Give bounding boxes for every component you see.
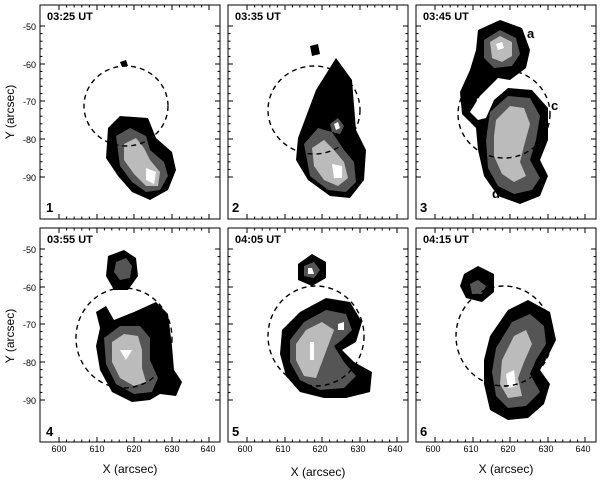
x-tick-labels-col3: 600 610 620 630 640	[425, 444, 590, 454]
x-tick-label: 630	[350, 444, 365, 454]
panel-6-time: 04:15 UT	[423, 234, 469, 246]
panel-3-number: 3	[420, 200, 427, 215]
annotation-a: a	[527, 26, 535, 41]
y-tick-label: -70	[23, 320, 36, 330]
panel-5-time: 04:05 UT	[235, 234, 281, 246]
y-tick-label: -90	[23, 173, 36, 183]
y-tick-label: -50	[23, 22, 36, 32]
y-tick-labels-bottom: -50 -60 -70 -80 -90	[23, 245, 36, 406]
x-tick-label: 610	[275, 444, 290, 454]
x-tick-label: 610	[463, 444, 478, 454]
annotation-b: b	[476, 96, 484, 111]
y-tick-label: -80	[23, 135, 36, 145]
panel-6-number: 6	[420, 424, 427, 439]
annotation-d: d	[492, 186, 500, 201]
panel-3-time: 03:45 UT	[423, 11, 469, 23]
panel-1: 03:25 UT 1	[39, 4, 221, 220]
x-tick-label: 640	[575, 444, 590, 454]
panel-2-time: 03:35 UT	[235, 11, 281, 23]
x-tick-label: 600	[237, 444, 252, 454]
y-axis-label: Y (arcsec)	[3, 309, 17, 363]
panel-5: 04:05 UT 5	[227, 227, 409, 443]
tick-marks	[40, 5, 596, 442]
panel-6: 04:15 UT 6	[415, 227, 597, 443]
x-axis-label: X (arcsec)	[103, 462, 158, 476]
x-tick-label: 620	[500, 444, 515, 454]
panel-2-number: 2	[232, 200, 239, 215]
panel-3: 03:45 UT 3 a b c d	[415, 4, 597, 220]
panel-4-number: 4	[46, 424, 54, 439]
panel-5-number: 5	[232, 424, 239, 439]
y-axis-label: Y (arcsec)	[3, 85, 17, 139]
y-tick-label: -90	[23, 396, 36, 406]
x-tick-label: 640	[200, 444, 215, 454]
x-tick-label: 630	[538, 444, 553, 454]
x-tick-labels-col2: 600 610 620 630 640	[237, 444, 402, 454]
x-tick-label: 610	[89, 444, 104, 454]
y-tick-label: -60	[23, 283, 36, 293]
y-tick-label: -50	[23, 245, 36, 255]
y-tick-labels-top: -50 -60 -70 -80 -90	[23, 22, 36, 183]
x-tick-label: 600	[425, 444, 440, 454]
panel-4-time: 03:55 UT	[47, 234, 93, 246]
annotation-c: c	[551, 98, 558, 113]
y-tick-label: -70	[23, 97, 36, 107]
panel-2: 03:35 UT 2	[227, 4, 409, 220]
x-axis-label: X (arcsec)	[479, 462, 534, 476]
x-tick-label: 600	[51, 444, 66, 454]
x-tick-label: 620	[312, 444, 327, 454]
y-tick-label: -60	[23, 60, 36, 70]
x-tick-label: 630	[164, 444, 179, 454]
panel-1-number: 1	[46, 200, 53, 215]
x-tick-label: 620	[126, 444, 141, 454]
y-tick-label: -80	[23, 358, 36, 368]
x-tick-labels-col1: 600 610 620 630 640	[51, 444, 215, 454]
x-tick-label: 640	[387, 444, 402, 454]
x-axis-label: X (arcsec)	[291, 465, 346, 479]
panel-4: 03:55 UT 4	[39, 227, 221, 443]
panel-1-time: 03:25 UT	[47, 11, 93, 23]
